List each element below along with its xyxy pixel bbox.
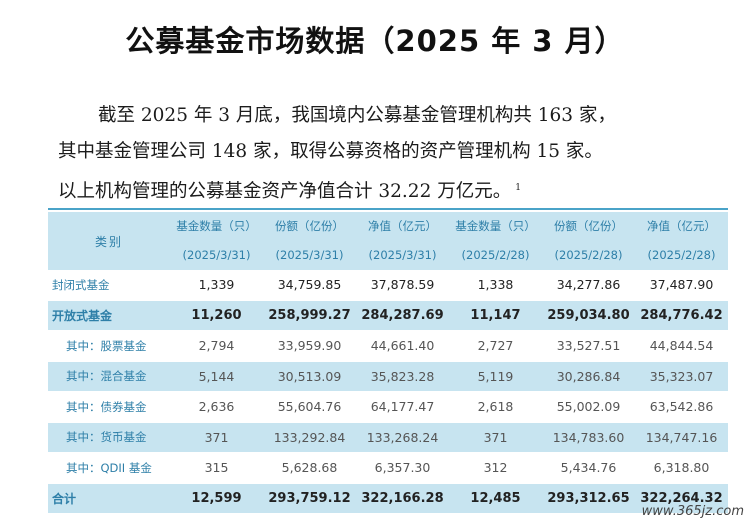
table-cell: 35,823.28 <box>356 361 449 392</box>
row-label: 其中：股票基金 <box>48 330 170 362</box>
summary-line-1: 截至 2025 年 3 月底，我国境内公募基金管理机构共 163 家， <box>98 105 616 126</box>
table-cell: 55,604.76 <box>263 391 356 423</box>
table-cell: 5,119 <box>449 361 542 392</box>
table-cell: 134,783.60 <box>542 422 635 453</box>
table-cell: 6,318.80 <box>635 452 728 484</box>
table-cell: 2,794 <box>170 330 263 362</box>
table-cell: 284,776.42 <box>635 300 728 331</box>
column-header: 基金数量（只） <box>449 212 542 240</box>
table-row-total: 合计 12,599 293,759.12 322,166.28 12,485 2… <box>48 483 728 514</box>
table-row: 其中：股票基金 2,794 33,959.90 44,661.40 2,727 … <box>48 330 728 362</box>
table-cell: 1,339 <box>170 270 263 301</box>
table-row: 开放式基金 11,260 258,999.27 284,287.69 11,14… <box>48 300 728 331</box>
table-cell: 33,527.51 <box>542 330 635 362</box>
table-cell: 5,144 <box>170 361 263 392</box>
table-cell: 322,166.28 <box>356 483 449 514</box>
column-date: (2025/3/31) <box>356 240 449 270</box>
row-label: 其中：货币基金 <box>48 422 170 453</box>
column-date: (2025/3/31) <box>263 240 356 270</box>
table-cell: 64,177.47 <box>356 391 449 423</box>
table-top-rule <box>48 208 728 210</box>
table-cell: 2,618 <box>449 391 542 423</box>
table-cell: 293,759.12 <box>263 483 356 514</box>
table-cell: 133,268.24 <box>356 422 449 453</box>
column-date: (2025/2/28) <box>635 240 728 270</box>
table-cell: 258,999.27 <box>263 300 356 331</box>
column-date: (2025/3/31) <box>170 240 263 270</box>
row-label: 封闭式基金 <box>48 270 170 301</box>
table-row: 其中：混合基金 5,144 30,513.09 35,823.28 5,119 … <box>48 361 728 392</box>
table-cell: 2,636 <box>170 391 263 423</box>
summary-line-2: 其中基金管理公司 148 家，取得公募资格的资产管理机构 15 家。 <box>58 141 603 162</box>
table-cell: 5,628.68 <box>263 452 356 484</box>
table-cell: 35,323.07 <box>635 361 728 392</box>
row-label: 合计 <box>48 483 170 514</box>
table-cell: 34,277.86 <box>542 270 635 301</box>
row-label: 开放式基金 <box>48 300 170 331</box>
table-cell: 134,747.16 <box>635 422 728 453</box>
column-header: 基金数量（只） <box>170 212 263 240</box>
column-header: 净值（亿元） <box>356 212 449 240</box>
summary-paragraph: 截至 2025 年 3 月底，我国境内公募基金管理机构共 163 家， 其中基金… <box>58 98 708 210</box>
table-cell: 30,513.09 <box>263 361 356 392</box>
table-cell: 1,338 <box>449 270 542 301</box>
table-cell: 2,727 <box>449 330 542 362</box>
table-cell: 12,599 <box>170 483 263 514</box>
table-row: 其中：货币基金 371 133,292.84 133,268.24 371 13… <box>48 422 728 453</box>
page-title: 公募基金市场数据（2025 年 3 月） <box>125 24 625 58</box>
table-row: 其中：债券基金 2,636 55,604.76 64,177.47 2,618 … <box>48 391 728 423</box>
column-header: 份额（亿份） <box>263 212 356 240</box>
table-cell: 371 <box>170 422 263 453</box>
table-row: 封闭式基金 1,339 34,759.85 37,878.59 1,338 34… <box>48 270 728 301</box>
column-date: (2025/2/28) <box>449 240 542 270</box>
category-header: 类别 <box>48 212 170 270</box>
row-label: 其中：债券基金 <box>48 391 170 423</box>
footnote-mark: 1 <box>515 183 521 193</box>
table-cell: 11,147 <box>449 300 542 331</box>
table-cell: 44,844.54 <box>635 330 728 362</box>
table-row: 其中：QDII 基金 315 5,628.68 6,357.30 312 5,4… <box>48 452 728 484</box>
table-cell: 315 <box>170 452 263 484</box>
fund-data-table: 类别 基金数量（只） 份额（亿份） 净值（亿元） 基金数量（只） 份额（亿份） … <box>48 212 728 514</box>
table-cell: 44,661.40 <box>356 330 449 362</box>
table-cell: 12,485 <box>449 483 542 514</box>
summary-line-3-text: 以上机构管理的公募基金资产净值合计 32.22 万亿元。 <box>58 181 512 203</box>
watermark-text: www.365jz.com <box>641 504 744 519</box>
table-cell: 55,002.09 <box>542 391 635 423</box>
row-label: 其中：QDII 基金 <box>48 452 170 484</box>
table-cell: 5,434.76 <box>542 452 635 484</box>
summary-line-3: 以上机构管理的公募基金资产净值合计 32.22 万亿元。 1 <box>58 170 708 210</box>
table-cell: 284,287.69 <box>356 300 449 331</box>
column-date: (2025/2/28) <box>542 240 635 270</box>
table-cell: 6,357.30 <box>356 452 449 484</box>
table-cell: 322,264.32 <box>635 483 728 514</box>
table-cell: 293,312.65 <box>542 483 635 514</box>
table-cell: 37,878.59 <box>356 270 449 301</box>
table-cell: 30,286.84 <box>542 361 635 392</box>
table-cell: 259,034.80 <box>542 300 635 331</box>
column-header: 净值（亿元） <box>635 212 728 240</box>
column-header: 份额（亿份） <box>542 212 635 240</box>
table-cell: 63,542.86 <box>635 391 728 423</box>
table-cell: 312 <box>449 452 542 484</box>
table-cell: 11,260 <box>170 300 263 331</box>
table-cell: 37,487.90 <box>635 270 728 301</box>
table-cell: 33,959.90 <box>263 330 356 362</box>
table-cell: 34,759.85 <box>263 270 356 301</box>
table-cell: 133,292.84 <box>263 422 356 453</box>
row-label: 其中：混合基金 <box>48 361 170 392</box>
table-cell: 371 <box>449 422 542 453</box>
